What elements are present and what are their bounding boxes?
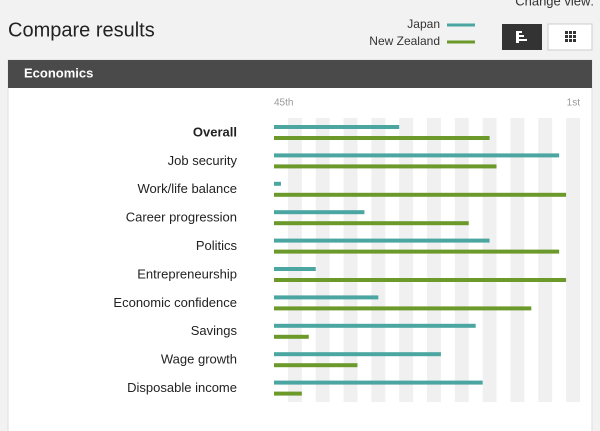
bar xyxy=(274,352,441,357)
category-label: Overall xyxy=(193,124,237,139)
view-toggle[interactable] xyxy=(502,23,593,51)
category-label: Disposable income xyxy=(127,380,237,395)
bar xyxy=(274,363,358,368)
stripe xyxy=(482,118,497,402)
category-label: Savings xyxy=(191,323,238,338)
bar xyxy=(274,323,476,328)
stripe xyxy=(566,118,580,402)
stripes xyxy=(287,118,580,402)
bar xyxy=(274,181,281,186)
legend-label: Japan xyxy=(407,17,440,31)
bar xyxy=(274,267,316,271)
stripe xyxy=(287,118,302,402)
legend-swatch xyxy=(447,40,475,44)
bar xyxy=(274,380,483,385)
bar xyxy=(274,278,567,282)
bar xyxy=(274,210,365,215)
bar xyxy=(274,164,497,169)
category-label: Entrepreneurship xyxy=(137,266,237,281)
bar xyxy=(274,136,490,140)
bar xyxy=(274,153,560,158)
panel-title: Economics xyxy=(24,65,93,80)
bar xyxy=(274,125,400,129)
bar xyxy=(274,249,560,254)
bar xyxy=(274,238,490,243)
page-title: Compare results xyxy=(8,19,155,41)
bar xyxy=(274,192,567,197)
category-label: Job security xyxy=(168,153,238,168)
change-view-label: Change view: xyxy=(515,0,594,8)
bar xyxy=(274,391,302,396)
stripe xyxy=(371,118,386,402)
bar xyxy=(274,306,532,311)
bar xyxy=(274,334,309,339)
panel-header xyxy=(8,60,592,88)
legend-swatch xyxy=(447,23,475,27)
stripe xyxy=(510,118,525,402)
category-label: Politics xyxy=(196,238,238,253)
stripe xyxy=(538,118,553,402)
stripe xyxy=(399,118,414,402)
bar xyxy=(274,295,379,300)
bar xyxy=(274,221,469,226)
category-label: Work/life balance xyxy=(138,181,237,196)
category-label: Economic confidence xyxy=(113,295,237,310)
stripe xyxy=(315,118,330,402)
category-label: Wage growth xyxy=(161,352,237,367)
stripe xyxy=(427,118,441,402)
x-tick-label: 1st xyxy=(567,98,581,109)
stripe xyxy=(454,118,469,402)
bar-view-icon xyxy=(516,31,527,43)
x-tick-label: 45th xyxy=(274,98,293,109)
category-label: Career progression xyxy=(126,210,237,225)
grid-view-icon xyxy=(565,31,576,42)
stripe xyxy=(343,118,358,402)
legend-label: New Zealand xyxy=(369,34,440,48)
